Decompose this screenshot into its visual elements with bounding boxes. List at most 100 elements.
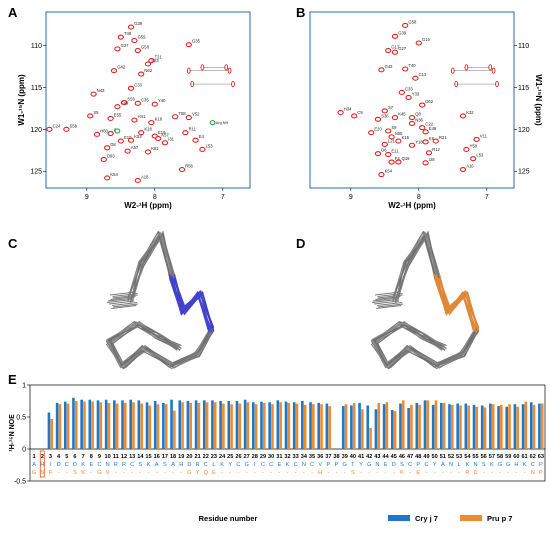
x-tick-label: 47: [407, 454, 413, 460]
x-tick-label: 5: [65, 454, 68, 460]
x-tick-label: 56: [481, 454, 487, 460]
nmr-peak-label: Y40: [158, 98, 166, 103]
y-tick-label: 115: [31, 85, 42, 92]
noe-bar: [104, 399, 108, 449]
nmr-peak: [161, 140, 169, 146]
sequence-prup7: -: [156, 470, 158, 476]
sequence-cryj7: Y: [359, 462, 363, 468]
noe-bar: [140, 403, 143, 449]
nmr-peak: [374, 151, 382, 157]
structure-ensemble-c: [105, 230, 215, 370]
sequence-prup7: S: [73, 470, 77, 476]
noe-bar: [516, 406, 519, 449]
x-tick-label: 42: [366, 454, 372, 460]
sequence-prup7: -: [385, 470, 387, 476]
sequence-prup7: -: [393, 470, 395, 476]
nmr-peak-label: N62: [144, 68, 152, 73]
nmr-peak-label: K45: [398, 112, 406, 117]
nmr-peak-label: G35: [192, 39, 201, 44]
noe-bar: [505, 406, 509, 449]
noe-bar: [426, 400, 430, 449]
y-tick-label: -0.5: [14, 479, 26, 486]
sequence-cryj7: C: [269, 462, 273, 468]
panel-label-b: B: [296, 5, 306, 20]
noe-bar: [456, 403, 459, 449]
sequence-cryj7: C: [408, 462, 412, 468]
nmr-peak: [131, 117, 138, 123]
nmr-peak-label: I31: [168, 137, 174, 142]
sequence-prup7: -: [238, 470, 240, 476]
nmr-peak-label: G27: [121, 43, 130, 48]
nmr-peak-label: E10: [124, 135, 132, 140]
sequence-cryj7: C: [204, 462, 208, 468]
nmr-peak-label: H34: [344, 107, 352, 112]
terminus-strand: [107, 297, 133, 302]
sequence-cryj7: P: [539, 462, 543, 468]
noe-bar: [448, 404, 451, 449]
noe-bar: [459, 405, 462, 449]
terminus-strand: [111, 305, 137, 309]
x-tick-label: 27: [244, 454, 250, 460]
noe-bar: [186, 401, 190, 449]
noe-bar: [352, 402, 356, 449]
nmr-peak-label: L53: [206, 143, 214, 148]
noe-plot-frame: [29, 384, 546, 482]
noe-bar: [74, 401, 78, 449]
noe-bar: [410, 404, 413, 449]
sequence-prup7: V: [106, 470, 110, 476]
sequence-prup7: -: [66, 470, 68, 476]
sequence-prup7: E: [416, 470, 420, 476]
sequence-prup7: -: [254, 470, 256, 476]
x-tick-label: 23: [211, 454, 217, 460]
x-tick-label: 57: [489, 454, 495, 460]
nmr-peak-label: A57: [131, 145, 139, 150]
sequence-cryj7: I: [254, 462, 256, 468]
backbone-trace: [108, 235, 215, 367]
nmr-peak-label: D8: [110, 142, 116, 147]
nmr-peak: [117, 138, 124, 144]
nmr-peak-label: Y18: [415, 139, 423, 144]
noe-bar: [431, 404, 435, 449]
noe-bar: [173, 410, 176, 449]
sequence-cryj7: N: [473, 462, 477, 468]
terminus-strand: [377, 294, 403, 299]
nmr-peak-label: K32: [466, 110, 474, 115]
nmr-peak-label: C49: [121, 101, 129, 106]
nmr-peak: [151, 101, 158, 107]
sequence-cryj7: T: [351, 462, 355, 468]
highlighted-loop: [433, 273, 480, 332]
nmr-peak: [381, 141, 388, 147]
noe-bar: [252, 402, 255, 449]
x-tick-label: 58: [497, 454, 503, 460]
noe-bar: [434, 400, 438, 449]
nmr-b-x-label: W2-¹H (ppm): [388, 201, 436, 210]
nmr-peak: [351, 113, 358, 119]
nmr-peak: [134, 48, 141, 54]
sequence-prup7: -: [139, 470, 141, 476]
nmr-peak: [402, 66, 409, 72]
x-tick-label: 36: [317, 454, 323, 460]
sequence-prup7: G: [32, 470, 36, 476]
noe-bar: [148, 405, 152, 449]
x-tick-label: 20: [186, 454, 192, 460]
noe-bar: [219, 401, 222, 449]
nmr-b-y-label: W1-¹⁵N (ppm): [534, 74, 543, 126]
noe-bar: [418, 404, 421, 449]
sequence-cryj7: C: [65, 462, 69, 468]
noe-bar: [295, 403, 299, 449]
sequence-prup7: -: [311, 470, 313, 476]
sequence-prup7: D: [473, 470, 477, 476]
x-tick-label: 59: [505, 454, 511, 460]
nh2-peak: [231, 81, 235, 88]
noe-bar: [467, 405, 470, 449]
noe-bar: [235, 401, 239, 449]
terminus-strand: [109, 291, 136, 296]
terminus-strand: [107, 299, 133, 303]
nmr-peak-label: K53: [134, 134, 142, 139]
x-tick-label: 53: [456, 454, 462, 460]
sequence-prup7: -: [58, 470, 60, 476]
x-tick-label: 48: [415, 454, 421, 460]
noe-bar: [540, 403, 544, 449]
y-tick-label: 110: [31, 43, 42, 50]
noe-bar: [271, 404, 274, 449]
